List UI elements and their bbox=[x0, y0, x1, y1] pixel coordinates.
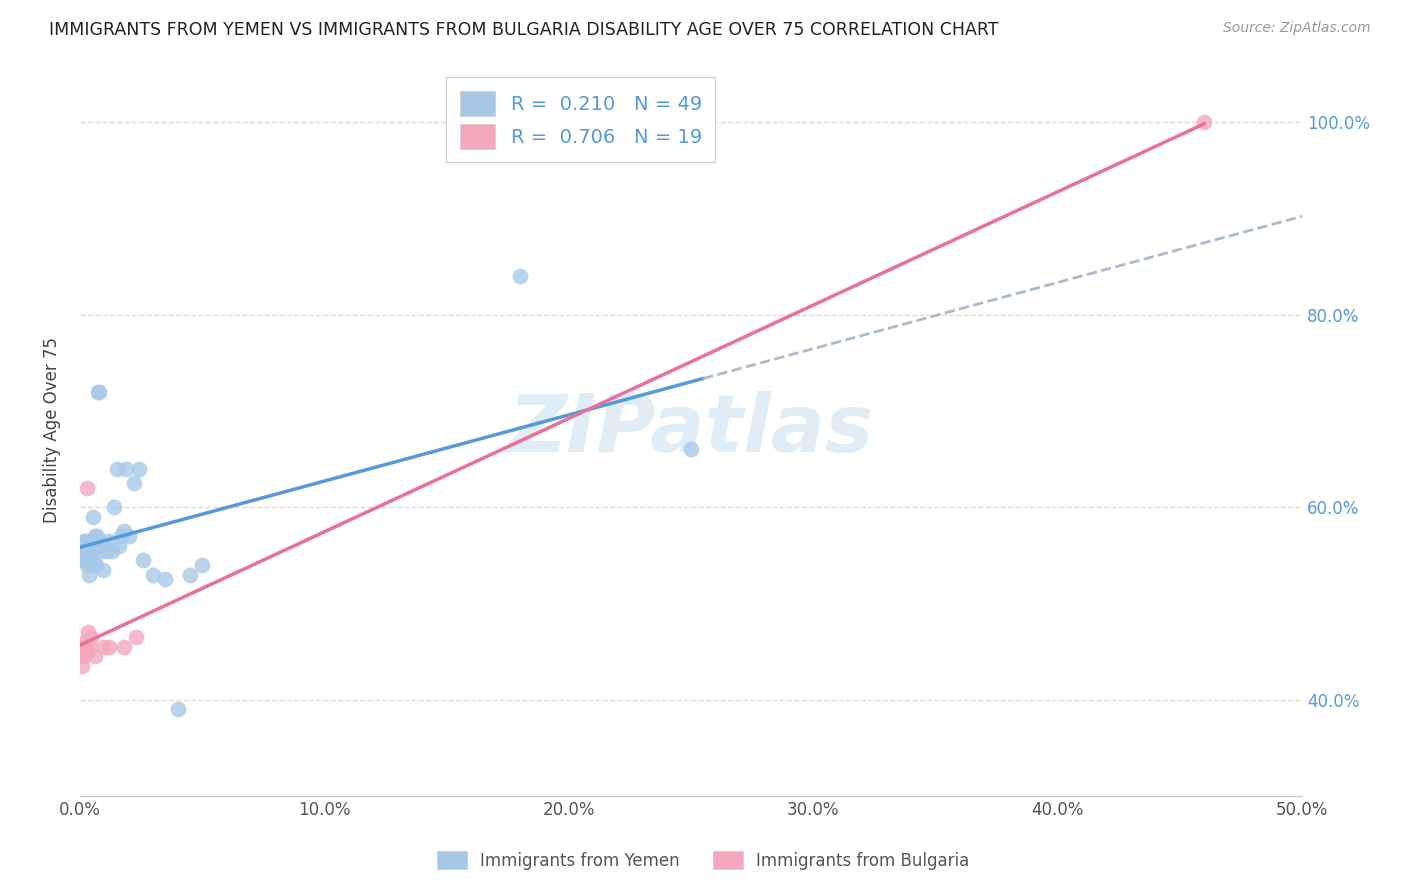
Point bbox=[98, 533, 121, 548]
Point bbox=[80, 543, 103, 558]
Point bbox=[91, 563, 114, 577]
Point bbox=[90, 539, 112, 553]
Point bbox=[72, 640, 94, 654]
Point bbox=[79, 543, 101, 558]
Point bbox=[128, 461, 150, 475]
Point bbox=[72, 553, 94, 567]
Point bbox=[82, 509, 104, 524]
Point bbox=[72, 649, 94, 664]
Point bbox=[84, 558, 107, 572]
Point bbox=[155, 573, 177, 587]
Point bbox=[96, 543, 118, 558]
Y-axis label: Disability Age Over 75: Disability Age Over 75 bbox=[44, 337, 60, 523]
Point bbox=[122, 476, 145, 491]
Point bbox=[98, 640, 121, 654]
Point bbox=[191, 558, 214, 572]
Point bbox=[108, 539, 131, 553]
Point bbox=[76, 481, 98, 495]
Point bbox=[80, 630, 103, 644]
Point bbox=[93, 640, 115, 654]
Point bbox=[76, 553, 98, 567]
Point bbox=[83, 529, 105, 543]
Point bbox=[142, 567, 165, 582]
Point bbox=[75, 533, 97, 548]
Point bbox=[77, 625, 100, 640]
Point bbox=[70, 543, 93, 558]
Point bbox=[77, 553, 100, 567]
Point bbox=[72, 539, 94, 553]
Point bbox=[90, 543, 112, 558]
Point bbox=[105, 461, 128, 475]
Point bbox=[166, 702, 188, 716]
Point bbox=[89, 384, 111, 399]
Point bbox=[509, 268, 531, 283]
Point bbox=[83, 649, 105, 664]
Point bbox=[93, 539, 115, 553]
Point bbox=[115, 461, 138, 475]
Text: IMMIGRANTS FROM YEMEN VS IMMIGRANTS FROM BULGARIA DISABILITY AGE OVER 75 CORRELA: IMMIGRANTS FROM YEMEN VS IMMIGRANTS FROM… bbox=[49, 21, 998, 38]
Point bbox=[86, 529, 108, 543]
Point bbox=[80, 539, 103, 553]
Point bbox=[87, 384, 110, 399]
Point bbox=[132, 553, 155, 567]
Point bbox=[73, 635, 96, 649]
Point bbox=[79, 533, 101, 548]
Point bbox=[83, 558, 105, 572]
Point bbox=[76, 645, 98, 659]
Point bbox=[100, 543, 122, 558]
Point bbox=[125, 630, 148, 644]
Text: Source: ZipAtlas.com: Source: ZipAtlas.com bbox=[1223, 21, 1371, 35]
Point bbox=[112, 524, 135, 539]
Point bbox=[79, 640, 101, 654]
Point bbox=[70, 649, 93, 664]
Point bbox=[76, 553, 98, 567]
Point bbox=[112, 640, 135, 654]
Point bbox=[75, 645, 97, 659]
Point bbox=[679, 442, 702, 457]
Point bbox=[70, 659, 93, 673]
Point bbox=[72, 533, 94, 548]
Point bbox=[72, 640, 94, 654]
Point bbox=[110, 529, 132, 543]
Point bbox=[73, 553, 96, 567]
Point bbox=[73, 640, 96, 654]
Point bbox=[1194, 115, 1216, 129]
Legend: R =  0.210   N = 49, R =  0.706   N = 19: R = 0.210 N = 49, R = 0.706 N = 19 bbox=[447, 78, 716, 162]
Point bbox=[179, 567, 201, 582]
Point bbox=[103, 500, 125, 515]
Point bbox=[80, 553, 103, 567]
Text: ZIPatlas: ZIPatlas bbox=[509, 391, 873, 469]
Legend: Immigrants from Yemen, Immigrants from Bulgaria: Immigrants from Yemen, Immigrants from B… bbox=[430, 845, 976, 877]
Point bbox=[75, 549, 97, 563]
Point bbox=[76, 558, 98, 572]
Point bbox=[118, 529, 141, 543]
Point bbox=[73, 543, 96, 558]
Point bbox=[77, 567, 100, 582]
